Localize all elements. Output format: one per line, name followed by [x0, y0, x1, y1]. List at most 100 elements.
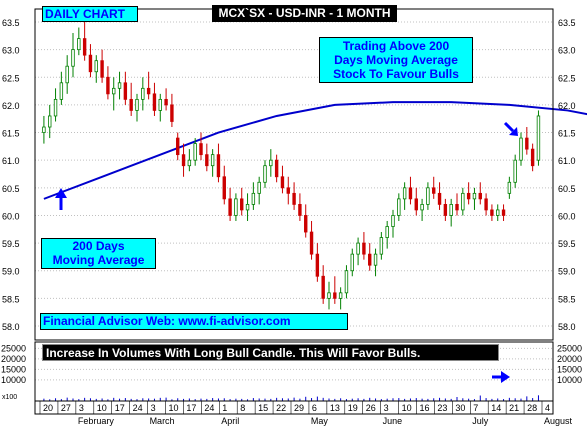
moving-average-path	[43, 101, 587, 200]
x-day-label: 4	[545, 403, 550, 413]
candle-body	[437, 192, 442, 205]
candle-body	[426, 187, 430, 205]
candle-body	[292, 192, 296, 205]
candle-body	[333, 292, 337, 299]
x-day-label: 29	[294, 403, 304, 413]
candle-body	[379, 237, 384, 255]
candle-body	[344, 270, 349, 294]
candle-body	[402, 187, 407, 200]
price-tick-label-left: 60.5	[2, 184, 20, 194]
x-axis-frame	[34, 400, 554, 415]
candle-body	[391, 215, 395, 227]
candle-body	[368, 253, 372, 266]
x-day-label: 3	[151, 403, 156, 413]
x-month-label: August	[544, 416, 573, 426]
candle-body	[397, 198, 401, 216]
candle-body	[181, 154, 186, 167]
price-tick-label-left: 63.0	[2, 46, 20, 56]
x-day-label: 21	[509, 403, 519, 413]
volume-tick-label-right: 10000	[557, 375, 582, 385]
candle-body	[141, 87, 145, 100]
candle-body	[338, 292, 343, 299]
price-tick-label-right: 60.0	[558, 211, 576, 221]
price-tick-label-right: 59.5	[558, 239, 576, 249]
candle-body	[205, 154, 209, 167]
x-day-label: 23	[437, 403, 447, 413]
candle-body	[432, 187, 436, 194]
website-annotation: Financial Advisor Web: www.fi-advisor.co…	[40, 313, 348, 330]
x-day-label: 30	[455, 403, 465, 413]
candle-body	[455, 203, 459, 211]
candle-body	[513, 159, 517, 183]
price-tick-label-right: 62.0	[558, 101, 576, 111]
price-tick-label-left: 58.5	[2, 294, 20, 304]
x-month-label: February	[78, 416, 115, 426]
volume-tick-label-right: 20000	[557, 354, 582, 364]
candle-body	[466, 192, 471, 200]
volume-right-arrow-icon	[492, 371, 510, 383]
candle-body	[536, 115, 541, 161]
x-day-label: 3	[384, 403, 389, 413]
arrows	[55, 121, 518, 383]
axes: 63.5 63.5 63.0 63.0 62.5 62.5 62.0 62.0 61.5 61.5…	[1, 8, 582, 426]
volume-annotation: Increase In Volumes With Long Bull Candl…	[42, 344, 499, 361]
x-day-label: 10	[97, 403, 107, 413]
candle-body	[117, 82, 122, 89]
candle-body	[222, 176, 226, 200]
price-tick-label-right: 63.0	[558, 46, 576, 56]
candle-body	[286, 187, 290, 194]
volume-tick-label-right: 25000	[557, 343, 582, 353]
price-tick-label-left: 61.5	[2, 129, 20, 139]
candle-body	[315, 253, 320, 277]
candle-body	[530, 148, 535, 167]
price-tick-label-right: 63.5	[558, 18, 576, 28]
x-day-label: 13	[330, 403, 340, 413]
x-day-label: 24	[133, 403, 143, 413]
price-tick-label-left: 63.5	[2, 18, 20, 28]
x-month-label: April	[221, 416, 239, 426]
candle-body	[408, 187, 413, 200]
x-day-label: 17	[115, 403, 125, 413]
price-tick-label-right: 59.0	[558, 267, 576, 277]
x-day-label: 17	[186, 403, 196, 413]
ma-up-arrow-icon	[55, 188, 67, 210]
candle-body	[170, 104, 174, 122]
volume-tick-label-left: 10000	[1, 375, 26, 385]
candle-body	[65, 65, 69, 84]
candle-body	[478, 192, 482, 200]
candle-body	[176, 137, 180, 156]
candle-body	[210, 154, 215, 167]
candle-body	[414, 198, 418, 211]
candle-body	[501, 209, 506, 216]
price-pane-frame	[34, 8, 554, 341]
price-tick-label-right: 61.0	[558, 156, 576, 166]
candle-body	[88, 54, 93, 73]
candle-body	[123, 82, 128, 100]
x-month-label: June	[383, 416, 403, 426]
x-day-label: 16	[420, 403, 430, 413]
period-label: DAILY CHART	[42, 6, 138, 22]
candle-body	[356, 242, 360, 255]
candle-body	[216, 154, 221, 178]
x-day-label: 15	[258, 403, 268, 413]
volume-tick-label-right: 15000	[557, 364, 582, 374]
candle-body	[48, 115, 52, 128]
candle-body	[193, 143, 197, 161]
x-day-label: 19	[348, 403, 358, 413]
x-day-label: 10	[169, 403, 179, 413]
x-day-label: 14	[491, 403, 501, 413]
candle-body	[240, 198, 244, 211]
price-tick-label-right: 62.5	[558, 73, 576, 83]
x-day-label: 10	[402, 403, 412, 413]
price-down-right-arrow-icon	[503, 121, 518, 136]
moving-average-annotation: 200 Days Moving Average	[41, 238, 156, 269]
volume-tick-label-left: 20000	[1, 354, 26, 364]
x-day-label: 24	[204, 403, 214, 413]
candle-body	[304, 215, 308, 233]
candle-body	[443, 203, 448, 216]
candle-body	[199, 143, 203, 156]
candle-body	[484, 198, 488, 211]
price-tick-label-left: 62.5	[2, 73, 20, 83]
x-day-label: 1	[222, 403, 227, 413]
